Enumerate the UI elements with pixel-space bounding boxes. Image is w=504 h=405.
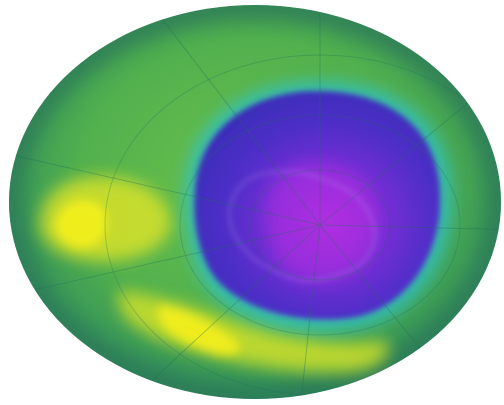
high-ozone-core-left bbox=[55, 200, 107, 248]
high-ozone-band-bottom bbox=[118, 290, 389, 373]
antarctica-outline bbox=[228, 170, 376, 282]
high-ozone-core-bottom bbox=[158, 305, 241, 355]
